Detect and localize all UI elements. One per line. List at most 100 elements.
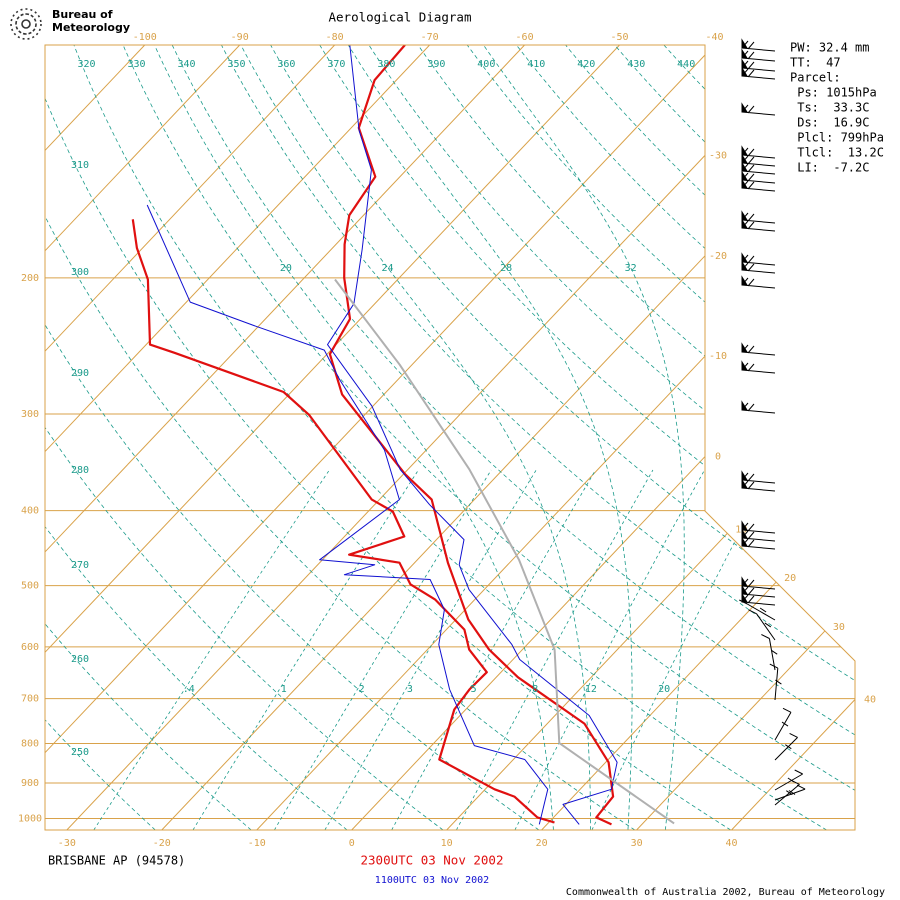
x-tick-label: 30 (631, 838, 643, 849)
wind-barb-flag (741, 592, 748, 603)
isotherm (45, 45, 336, 830)
dry-adiabat (466, 45, 855, 830)
wind-barb-flag (741, 520, 748, 531)
station-name: BRISBANE AP (94578) (48, 854, 185, 868)
wind-barb (774, 779, 800, 806)
x-tick-label: -70 (421, 32, 439, 43)
index-line: PW: 32.4 mm (790, 41, 869, 55)
wind-barb-flag (741, 584, 748, 595)
wind-barbs (739, 38, 806, 806)
dry-adiabat (516, 45, 855, 830)
wind-barb (774, 707, 792, 741)
wind-barb-flag (741, 400, 748, 411)
wind-barb-flag (741, 48, 748, 59)
dry-adiabat-label: 320 (78, 59, 96, 70)
x-tick-label: -30 (58, 838, 76, 849)
wind-barb-flag (741, 38, 748, 49)
wind-barb-flag (741, 218, 748, 229)
wind-barb (761, 634, 778, 671)
legend-entry: 2300UTC 03 Nov 2002 (361, 853, 504, 868)
dry-adiabat-label: 380 (377, 59, 395, 70)
wind-barb-flag (741, 153, 748, 164)
isotherm (45, 45, 620, 830)
index-line: LI: -7.2C (790, 161, 869, 175)
wind-barb-flag (741, 576, 748, 587)
plot-layer (131, 45, 675, 826)
y-tick-label: 900 (21, 778, 39, 789)
dry-adiabat-label: 260 (71, 654, 89, 665)
isotherm (45, 45, 715, 830)
x-tick-label: -10 (248, 838, 266, 849)
y-tick-label: 600 (21, 642, 39, 653)
x-tick-label: 40 (864, 695, 876, 706)
dry-adiabat-label: 430 (627, 59, 645, 70)
x-tick-label: -30 (709, 150, 727, 161)
wind-barb-flag (741, 210, 748, 221)
x-tick-label: 20 (536, 838, 548, 849)
logo-text: Meteorology (52, 21, 130, 34)
dry-adiabat-label: 360 (277, 59, 295, 70)
wind-barb-flag (741, 275, 748, 286)
mixing-ratio-label: 20 (658, 684, 670, 695)
dry-adiabat-label: 280 (71, 465, 89, 476)
isotherm (45, 45, 241, 830)
dry-adiabat-label: 310 (71, 160, 89, 171)
wind-barb (739, 599, 776, 621)
legend-entry: 1100UTC 03 Nov 2002 (375, 875, 489, 886)
saturated-adiabat-label: 28 (500, 263, 512, 274)
index-line: Ps: 1015hPa (790, 86, 877, 100)
dry-adiabat (417, 45, 855, 830)
x-tick-label: 10 (441, 838, 453, 849)
sounding-line (327, 45, 618, 825)
sounding-line (146, 204, 549, 825)
x-tick-label: 10 (735, 524, 747, 535)
mixing-ratio-label: 3 (407, 684, 413, 695)
dry-adiabat-label: 270 (71, 560, 89, 571)
y-tick-label: 300 (21, 409, 39, 420)
saturated-adiabat (240, 45, 591, 830)
logo-text: Bureau of (52, 8, 113, 21)
isotherm (66, 45, 810, 830)
dry-adiabat-label: 290 (71, 368, 89, 379)
wind-barb-flag (741, 145, 748, 156)
index-line: Ts: 33.3C (790, 101, 869, 115)
logo-icon (10, 8, 42, 40)
dry-adiabat-label: 350 (227, 59, 245, 70)
wind-barb-flag (741, 260, 748, 271)
x-tick-label: -80 (326, 32, 344, 43)
x-tick-label: -60 (516, 32, 534, 43)
wind-barb-flag (741, 470, 748, 481)
x-tick-label: -20 (153, 838, 171, 849)
y-tick-label: 700 (21, 694, 39, 705)
dry-adiabat-label: 400 (477, 59, 495, 70)
dry-adiabat-label: 250 (71, 747, 89, 758)
dry-adiabat-label: 390 (427, 59, 445, 70)
dry-adiabat (45, 45, 348, 830)
sounding-line (328, 45, 615, 826)
dry-adiabat (221, 45, 855, 830)
sounding-line (334, 278, 675, 825)
mixing-ratio-label: 5 (471, 684, 477, 695)
wind-barb-flag (741, 58, 748, 69)
mixing-ratio-label: 2 (359, 684, 365, 695)
mixing-ratio-label: 8 (532, 684, 538, 695)
mixing-ratio-label: .4 (183, 684, 195, 695)
index-line: Ds: 16.9C (790, 116, 869, 130)
wind-barb-flag (741, 342, 748, 353)
dry-adiabat (171, 45, 855, 830)
isotherm (256, 45, 855, 830)
dry-adiabat-label: 370 (327, 59, 345, 70)
x-tick-label: -40 (705, 32, 723, 43)
index-line: Plcl: 799hPa (790, 131, 884, 145)
dry-adiabat (122, 45, 855, 830)
wind-barb-flag (741, 360, 748, 371)
sounding-line (131, 219, 555, 824)
wind-barb-flag (741, 66, 748, 77)
frame (44, 44, 856, 831)
isotherm (541, 45, 855, 830)
dry-adiabat (45, 45, 252, 830)
y-tick-label: 800 (21, 738, 39, 749)
